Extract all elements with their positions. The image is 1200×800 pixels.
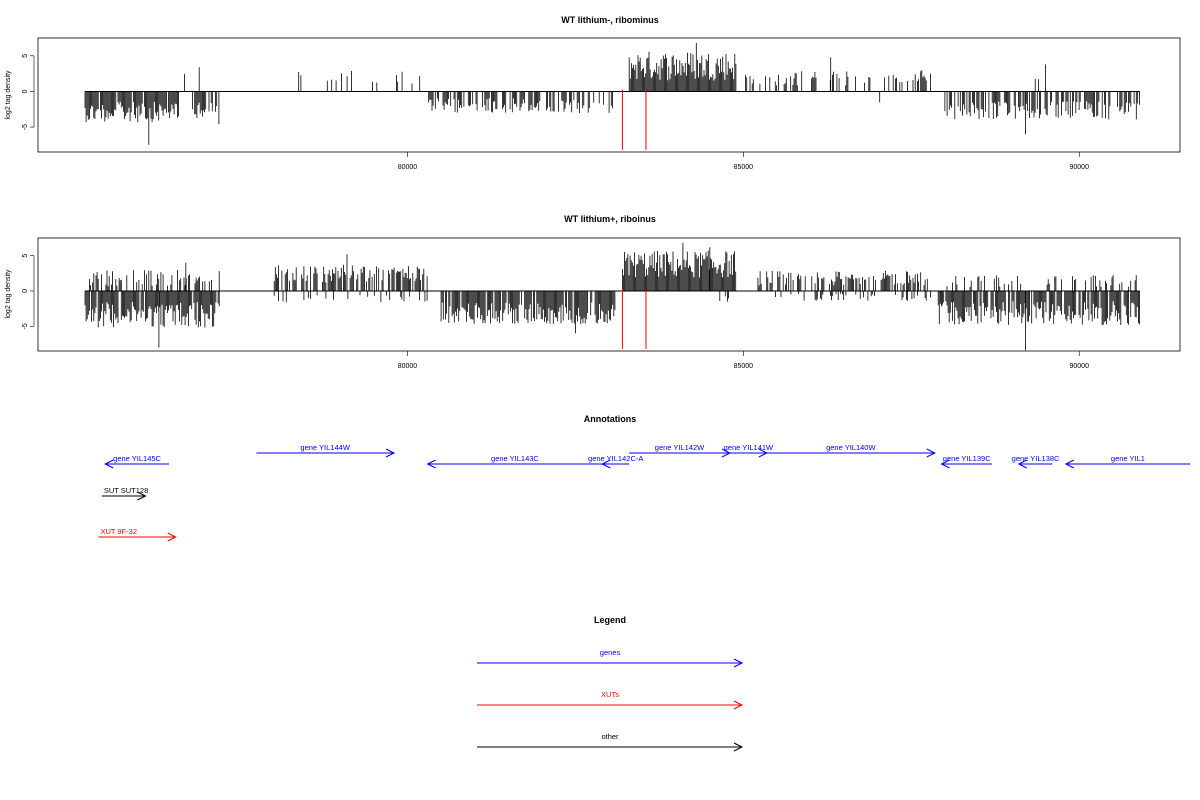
y-tick-label: -5 [22, 124, 29, 130]
density-bars [84, 43, 1140, 145]
annotation-feature: gene YIL139C [940, 454, 992, 469]
y-axis: -5 0 5 [22, 54, 35, 130]
legend-label: genes [600, 648, 621, 657]
panel-title: WT lithium-, ribominus [561, 15, 659, 25]
x-tick-label: 80000 [398, 363, 418, 370]
annotation-label: gene YIL144W [300, 443, 350, 452]
density-bar-lines [84, 242, 1140, 351]
annotation-label: gene YIL143C [491, 454, 539, 463]
x-tick-label: 85000 [734, 164, 754, 171]
y-tick-label: 5 [22, 254, 29, 258]
y-tick-label: -5 [22, 323, 29, 329]
annotation-features: gene YIL145C gene YIL144W gene YIL143C gene… [98, 443, 1191, 542]
annotation-label: gene YIL142W [655, 443, 705, 452]
annotations-title: Annotations [584, 414, 637, 424]
annotation-feature: gene YIL142C-A [588, 454, 643, 469]
panel-lithium-minus: WT lithium-, ribominus log2 tag density … [5, 15, 1181, 171]
legend: Legend genes XUTs other [477, 615, 744, 752]
y-axis: -5 0 5 [22, 254, 35, 329]
annotation-label: XUT 9F-32 [100, 527, 137, 536]
y-axis-label: log2 tag density [5, 70, 12, 120]
annotation-feature: gene YIL138C [1012, 454, 1060, 469]
position-markers [621, 288, 647, 349]
legend-item: other [477, 732, 744, 752]
x-tick-label: 85000 [734, 363, 754, 370]
density-bar-lines [84, 43, 1140, 145]
legend-title: Legend [594, 615, 626, 625]
y-tick-label: 0 [22, 89, 29, 93]
position-markers [621, 89, 647, 150]
x-tick-label: 90000 [1070, 363, 1090, 370]
annotation-label: gene YIL140W [826, 443, 876, 452]
annotation-feature: XUT 9F-32 [98, 527, 177, 542]
x-axis: 80000 85000 90000 [398, 351, 1089, 370]
annotation-feature: gene YIL140W [766, 443, 936, 458]
plot-frame [37, 37, 1181, 153]
y-tick-label: 0 [22, 289, 29, 293]
annotation-feature: gene YIL141W [724, 443, 774, 458]
annotation-label: gene YIL145C [113, 454, 161, 463]
annotation-feature: gene YIL143C [426, 454, 603, 469]
annotation-label: SUT SUT128 [104, 486, 148, 495]
x-tick-label: 90000 [1070, 164, 1090, 171]
panel-title: WT lithium+, riboinus [564, 214, 656, 224]
annotation-feature: SUT SUT128 [101, 486, 148, 501]
annotation-label: gene YIL1 [1111, 454, 1145, 463]
annotation-label: gene YIL142C-A [588, 454, 643, 463]
annotation-label: gene YIL138C [1012, 454, 1060, 463]
legend-item: XUTs [477, 690, 744, 710]
legend-label: XUTs [601, 690, 619, 699]
annotation-feature: gene YIL1 [1064, 454, 1191, 469]
density-bars [84, 242, 1140, 351]
annotation-label: gene YIL141W [724, 443, 774, 452]
annotation-feature: gene YIL144W [256, 443, 396, 458]
x-tick-label: 80000 [398, 164, 418, 171]
legend-label: other [601, 732, 619, 741]
y-tick-label: 5 [22, 54, 29, 58]
legend-item: genes [477, 648, 744, 668]
legend-items: genes XUTs other [477, 648, 744, 752]
annotation-label: gene YIL139C [943, 454, 991, 463]
y-axis-label: log2 tag density [5, 269, 12, 319]
plot-frame [37, 237, 1181, 352]
annotation-feature: gene YIL142W [629, 443, 732, 458]
panel-lithium-plus: WT lithium+, riboinus log2 tag density -… [5, 214, 1181, 370]
annotation-feature: gene YIL145C [104, 454, 169, 469]
x-axis: 80000 85000 90000 [398, 152, 1089, 171]
